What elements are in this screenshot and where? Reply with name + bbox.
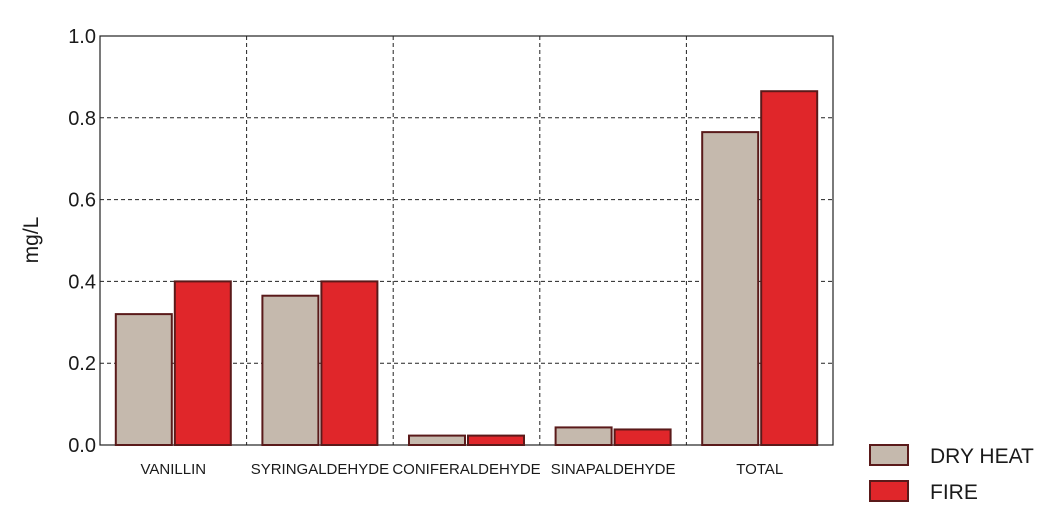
- y-axis-ticks: 0.0 0.2 0.4 0.6 0.8 1.0: [68, 26, 96, 457]
- bar-fire-syringaldehyde: [320, 280, 379, 446]
- bar-fire-total: [760, 90, 819, 446]
- legend-swatch-fire: [869, 480, 909, 502]
- bar-dry-heat-sinapaldehyde: [554, 426, 613, 446]
- plot-frame: [99, 35, 834, 446]
- bar-fire-sinapaldehyde: [613, 428, 672, 447]
- x-tick-label: SINAPALDEHYDE: [551, 461, 676, 478]
- y-tick-label: 0.4: [68, 271, 96, 293]
- plot-border: [99, 35, 834, 446]
- x-tick-label: TOTAL: [736, 461, 783, 478]
- y-tick-label: 0.2: [68, 353, 96, 375]
- bars-group: [114, 90, 819, 447]
- y-tick-label: 0.8: [68, 108, 96, 130]
- y-axis-title: mg/L: [20, 217, 43, 264]
- bar-fire-vanillin: [173, 280, 232, 446]
- legend: DRY HEAT FIRE: [869, 444, 1034, 504]
- legend-label: FIRE: [930, 481, 978, 504]
- legend-swatch-dry-heat: [869, 444, 909, 466]
- x-tick-label: CONIFERALDEHYDE: [392, 461, 540, 478]
- x-tick-label: VANILLIN: [141, 461, 207, 478]
- bar-dry-heat-coniferaldehyde: [408, 434, 466, 446]
- bar-dry-heat-total: [701, 131, 760, 447]
- bar-fire-coniferaldehyde: [467, 434, 525, 446]
- y-tick-label: 1.0: [68, 26, 96, 48]
- x-axis-ticks: VANILLIN SYRINGALDEHYDE CONIFERALDEHYDE SIN…: [141, 461, 784, 478]
- legend-label: DRY HEAT: [930, 445, 1034, 468]
- bar-dry-heat-syringaldehyde: [261, 294, 320, 446]
- bar-dry-heat-vanillin: [114, 313, 173, 446]
- x-tick-label: SYRINGALDEHYDE: [251, 461, 389, 478]
- y-tick-label: 0.6: [68, 190, 96, 212]
- y-tick-label: 0.0: [68, 435, 96, 457]
